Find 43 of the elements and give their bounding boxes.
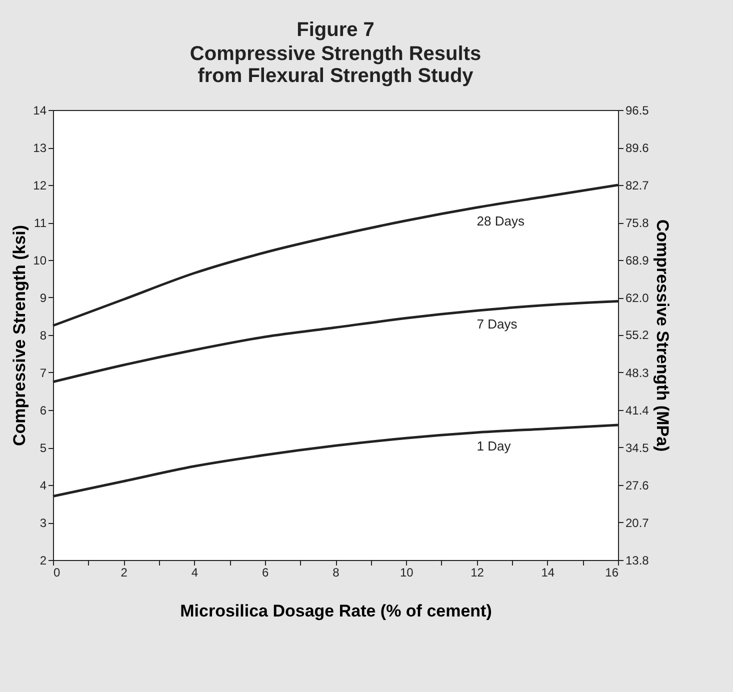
y2-tick-label: 82.7 — [626, 178, 650, 193]
y2-tick-label: 20.7 — [626, 516, 650, 530]
y2-tick-label: 55.2 — [626, 328, 650, 342]
series-label: 28 Days — [476, 214, 525, 228]
y-tick-label: 13 — [33, 141, 47, 155]
y2-tick-label: 62.0 — [626, 291, 650, 306]
y2-tick-label: 48.3 — [626, 366, 650, 380]
y-tick-label: 4 — [40, 478, 47, 492]
x-tick-label: 6 — [262, 566, 270, 580]
y2-tick-label: 89.6 — [626, 141, 650, 156]
y2-tick-label: 75.8 — [626, 216, 650, 230]
y-tick-label: 14 — [33, 104, 47, 118]
y-tick-label: 7 — [40, 366, 47, 380]
x-tick-label: 10 — [400, 566, 414, 580]
y-tick-label: 3 — [40, 516, 47, 530]
y-tick-label: 8 — [40, 328, 47, 342]
y2-tick-label: 34.5 — [626, 440, 650, 455]
series-label: 7 Days — [476, 316, 518, 332]
series-label: 1 Day — [476, 438, 512, 454]
y2-tick-label: 96.5 — [626, 104, 650, 118]
y-tick-label: 12 — [33, 178, 47, 192]
x-tick-label: 0 — [54, 566, 60, 580]
y-tick-label: 11 — [34, 216, 47, 230]
y-axis-title: Compressive Strength (ksi) — [10, 224, 30, 446]
x-tick-label: 4 — [191, 566, 198, 580]
x-tick-label: 16 — [605, 566, 619, 580]
chart-title: Figure 7 — [296, 19, 374, 41]
y2-tick-label: 13.8 — [626, 554, 650, 568]
x-tick-label: 14 — [541, 566, 555, 580]
y-tick-label: 6 — [40, 404, 47, 418]
chart-subtitle: Compressive Strength Results from Flexural Strength Study — [190, 43, 482, 87]
y-tick-label: 2 — [40, 554, 47, 568]
y2-tick-label: 41.4 — [626, 403, 650, 418]
x-tick-label: 2 — [120, 566, 128, 580]
y2-tick-label: 27.6 — [626, 478, 650, 492]
x-axis-title: Microsilica Dosage Rate (% of cement) — [180, 602, 492, 620]
y-tick-label: 10 — [33, 254, 47, 268]
y2-tick-label: 68.9 — [626, 254, 650, 268]
x-tick-label: 12 — [470, 566, 484, 580]
y2-axis-title: Compressive Strength (MPa) — [652, 219, 672, 452]
y-tick-label: 9 — [40, 291, 47, 305]
y-tick-label: 5 — [40, 441, 47, 455]
x-tick-label: 8 — [332, 566, 340, 580]
